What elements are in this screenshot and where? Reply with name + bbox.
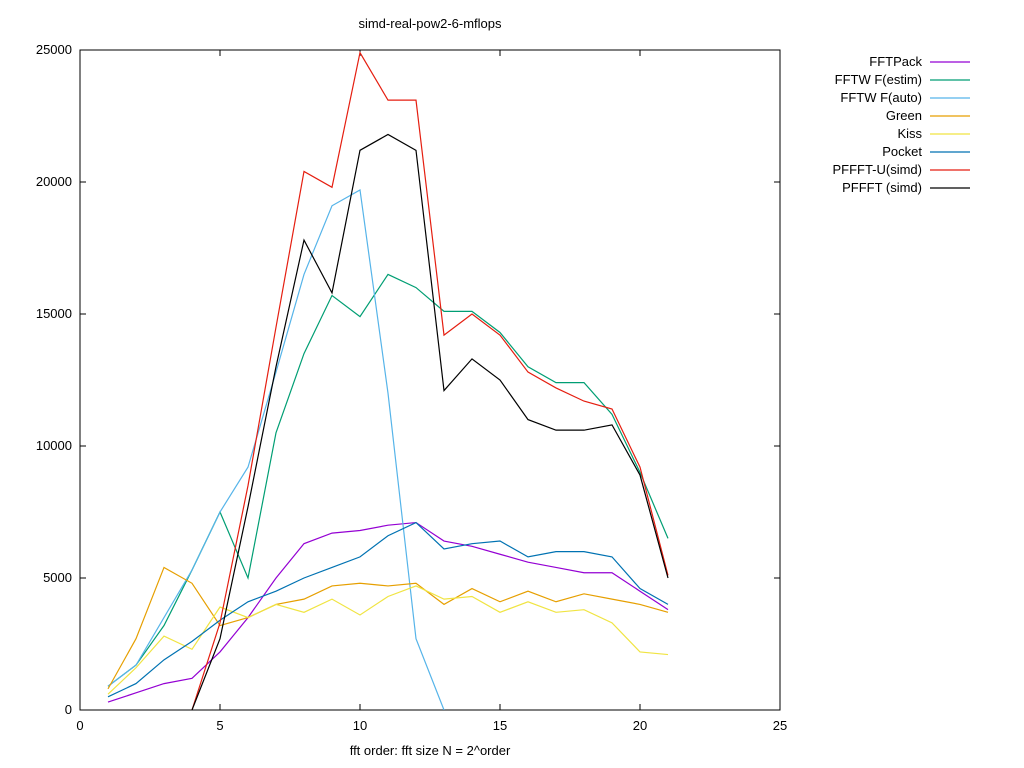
x-tick-label: 0 [76, 718, 83, 733]
series-fftpack [108, 523, 668, 703]
chart-title: simd-real-pow2-6-mflops [358, 16, 502, 31]
legend-label: Kiss [897, 126, 922, 141]
legend-label: PFFFT-U(simd) [832, 162, 922, 177]
x-axis-label: fft order: fft size N = 2^order [350, 743, 511, 758]
legend-label: FFTPack [869, 54, 922, 69]
y-tick-label: 15000 [36, 306, 72, 321]
legend-label: FFTW F(auto) [840, 90, 922, 105]
x-tick-label: 5 [216, 718, 223, 733]
legend-label: Pocket [882, 144, 922, 159]
x-tick-label: 25 [773, 718, 787, 733]
chart-svg: 0 5 10 15 20 25 0 5000 10000 15000 20000 25000 simd-… [0, 0, 1024, 768]
y-tick-label: 0 [65, 702, 72, 717]
x-tick-label: 10 [353, 718, 367, 733]
series-fftw-f-auto- [108, 190, 444, 710]
plot-border [80, 50, 780, 710]
series-green [108, 567, 668, 688]
legend-label: PFFFT (simd) [842, 180, 922, 195]
legend-label: Green [886, 108, 922, 123]
y-tick-label: 20000 [36, 174, 72, 189]
series-fftw-f-estim- [108, 274, 668, 686]
x-tick-label: 15 [493, 718, 507, 733]
legend-label: FFTW F(estim) [835, 72, 922, 87]
y-tick-label: 25000 [36, 42, 72, 57]
series-pffft-u-simd- [192, 53, 668, 710]
y-tick-label: 10000 [36, 438, 72, 453]
chart-container: 0 5 10 15 20 25 0 5000 10000 15000 20000 25000 simd-… [0, 0, 1024, 768]
y-tick-label: 5000 [43, 570, 72, 585]
x-tick-label: 20 [633, 718, 647, 733]
